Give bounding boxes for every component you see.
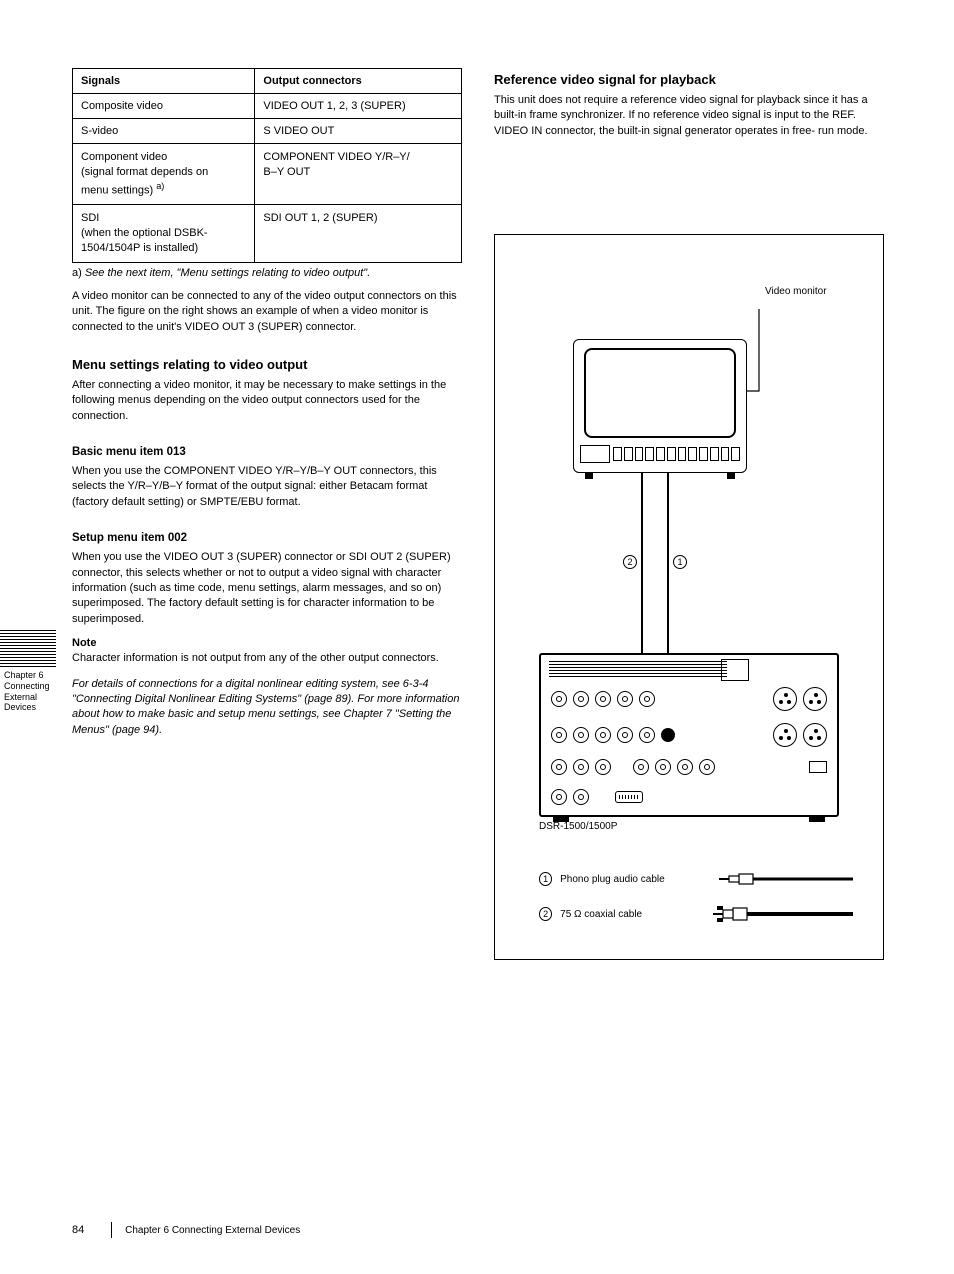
cell-r2c0: Component video(signal format depends on…: [73, 144, 255, 205]
legend-num-2: 2: [539, 907, 552, 921]
dsr-label: DSR-1500/1500P: [539, 821, 617, 832]
dsr-unit-icon: [539, 653, 839, 817]
legend-text-1: Phono plug audio cable: [560, 873, 705, 886]
sub-basic-013-title: Basic menu item 013: [72, 446, 462, 458]
legend-text-2: 75 Ω coaxial cable: [560, 908, 705, 921]
sub-basic-013-body: When you use the COMPONENT VIDEO Y/R–Y/B…: [72, 464, 462, 510]
th-signals: Signals: [73, 69, 255, 94]
cross-ref-para: For details of connections for a digital…: [72, 677, 462, 739]
sub-setup-002-title: Setup menu item 002: [72, 532, 462, 544]
cell-r3c0: SDI(when the optional DSBK-1504/1504P is…: [73, 205, 255, 263]
phono-plug-icon: [713, 871, 853, 887]
cell-r3c1: SDI OUT 1, 2 (SUPER): [255, 205, 462, 263]
sub-setup-002-body: When you use the VIDEO OUT 3 (SUPER) con…: [72, 550, 462, 627]
cell-r1c1: S VIDEO OUT: [255, 119, 462, 144]
bnc-plug-icon: [713, 905, 853, 923]
connection-diagram: Video monitor 1 2: [494, 234, 884, 960]
right-sec-title: Reference video signal for playback: [494, 72, 884, 87]
page-footer: 84 Chapter 6 Connecting External Devices: [72, 1222, 300, 1238]
page-number: 84: [72, 1224, 108, 1236]
cell-r2c1: COMPONENT VIDEO Y/R–Y/B–Y OUT: [255, 144, 462, 205]
cable-marker-1: 1: [673, 555, 687, 569]
right-column: Reference video signal for playback This…: [494, 68, 884, 139]
cable-marker-2: 2: [623, 555, 637, 569]
th-connectors: Output connectors: [255, 69, 462, 94]
sec-menu-settings-body: After connecting a video monitor, it may…: [72, 378, 462, 424]
side-tab-text: Chapter 6 Connecting External Devices: [0, 670, 56, 713]
note-body: Character information is not output from…: [72, 651, 462, 666]
note-heading: Note: [72, 637, 462, 649]
cable-1-line: [667, 473, 669, 663]
legend-num-1: 1: [539, 872, 552, 886]
sec-menu-settings-title: Menu settings relating to video output: [72, 357, 462, 372]
diagram-legend: 1 Phono plug audio cable 2 75 Ω coaxial …: [539, 871, 853, 941]
cable-2-line: [641, 473, 643, 663]
side-tab-bars-icon: [0, 630, 56, 668]
right-sec-body: This unit does not require a reference v…: [494, 93, 884, 139]
footer-chapter: Chapter 6 Connecting External Devices: [125, 1225, 300, 1236]
cell-r0c0: Composite video: [73, 94, 255, 119]
monitor-label: Video monitor: [765, 285, 827, 298]
legend-row-1: 1 Phono plug audio cable: [539, 871, 853, 887]
left-column: Signals Output connectors Composite vide…: [72, 68, 462, 738]
cell-r1c0: S-video: [73, 119, 255, 144]
chapter-side-tab: Chapter 6 Connecting External Devices: [0, 630, 56, 713]
legend-row-2: 2 75 Ω coaxial cable: [539, 905, 853, 923]
signals-table: Signals Output connectors Composite vide…: [72, 68, 462, 263]
cell-r0c1: VIDEO OUT 1, 2, 3 (SUPER): [255, 94, 462, 119]
table-footnote: a) See the next item, "Menu settings rel…: [72, 267, 462, 279]
left-intro-para: A video monitor can be connected to any …: [72, 289, 462, 335]
video-monitor-icon: [573, 339, 747, 473]
